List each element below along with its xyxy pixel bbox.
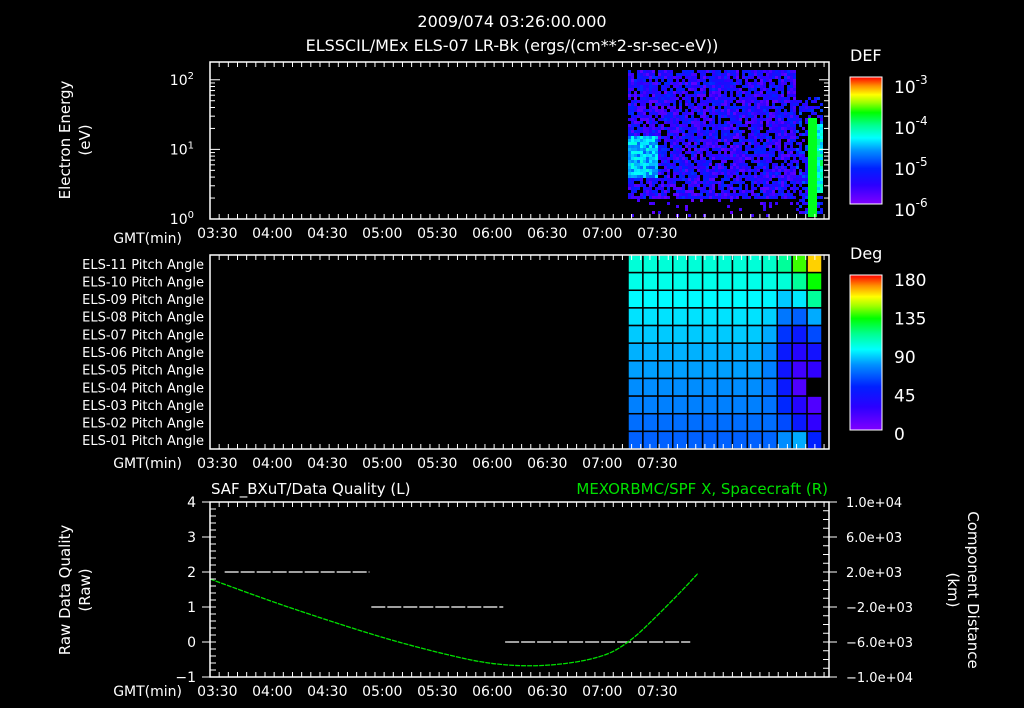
pitch-angle-row-label: ELS-01 Pitch Angle (82, 434, 204, 449)
pitch-angle-row-label: ELS-11 Pitch Angle (82, 258, 204, 273)
x-tick-label: 04:00 (252, 684, 292, 700)
pitch-angle-row-label: ELS-08 Pitch Angle (82, 311, 204, 326)
x-tick-label: 05:00 (362, 684, 402, 700)
svg-text:6.0e+03: 6.0e+03 (846, 531, 902, 546)
x-tick-label: 07:00 (582, 456, 622, 472)
svg-text:−1: −1 (175, 670, 196, 686)
x-tick-label: 04:00 (252, 456, 292, 472)
x-tick-label: 04:00 (252, 226, 292, 242)
pitch-angle-row-label: ELS-05 Pitch Angle (82, 364, 204, 379)
spectrogram-x-axis: 03:30 04:00 04:30 05:00 05:30 06:00 06:30 07:00… (197, 62, 825, 242)
svg-text:1.0e+04: 1.0e+04 (846, 496, 902, 511)
svg-text:2: 2 (187, 565, 196, 581)
svg-text:0: 0 (187, 635, 196, 651)
x-tick-label: 06:00 (472, 226, 512, 242)
x-tick-label: 05:30 (417, 226, 457, 242)
line-y-axis-right: 1.0e+04 6.0e+03 2.0e+03 −2.0e+03 −6.0e+03 −1.… (823, 496, 913, 686)
x-tick-label: 06:30 (527, 684, 567, 700)
x-tick-label: 05:00 (362, 226, 402, 242)
x-tick-label: 05:00 (362, 456, 402, 472)
line-ylabel-left: Raw Data Quality (56, 525, 74, 656)
x-tick-label: 07:00 (582, 226, 622, 242)
line-ylabel-right-units: (km) (944, 572, 962, 607)
quality-position-panel: SAF_BXuT/Data Quality (L) MEXORBMC/SPF X… (56, 480, 982, 700)
colorbar-deg-label: Deg (850, 244, 882, 263)
pitch-angle-row-label: ELS-09 Pitch Angle (82, 293, 204, 308)
svg-text:−2.0e+03: −2.0e+03 (846, 601, 913, 616)
pitch-angle-x-axis: 03:30 04:00 04:30 05:00 05:30 06:00 06:30 07:00… (197, 255, 825, 472)
spectrogram-ylabel: Electron Energy (56, 80, 74, 199)
x-tick-label: 03:30 (197, 456, 237, 472)
svg-text:4: 4 (187, 495, 196, 511)
x-tick-label: 07:30 (637, 456, 677, 472)
line-xlabel: GMT(min) (113, 684, 182, 700)
pitch-angle-panel: ELS-11 Pitch Angle ELS-10 Pitch Angle ELS-… (82, 244, 926, 472)
line-ylabel-right: Component Distance (964, 511, 982, 668)
colorbar-def-ticks: 10-3 10-4 10-5 10-6 (894, 73, 928, 221)
line-title-left: SAF_BXuT/Data Quality (L) (211, 480, 411, 499)
line-x-axis: 03:30 04:00 04:30 05:00 05:30 06:00 06:30 07:00… (197, 502, 825, 700)
svg-text:135: 135 (894, 310, 926, 330)
pitch-angle-row-label: ELS-07 Pitch Angle (82, 328, 204, 343)
pitch-angle-row-label: ELS-02 Pitch Angle (82, 417, 204, 432)
spectrogram-frame (209, 61, 830, 220)
svg-text:10-5: 10-5 (894, 155, 928, 180)
svg-text:100: 100 (170, 210, 194, 228)
header-subtitle: ELSSCIL/MEx ELS-07 LR-Bk (ergs/(cm**2-sr… (306, 36, 719, 55)
x-tick-label: 03:30 (197, 226, 237, 242)
x-tick-label: 07:30 (637, 226, 677, 242)
line-ylabel-left-units: (Raw) (76, 568, 94, 611)
line-series (209, 571, 699, 667)
spectrogram-xlabel: GMT(min) (113, 231, 182, 247)
x-tick-label: 05:30 (417, 684, 457, 700)
colorbar-def-label: DEF (850, 46, 882, 65)
spectrogram-ylabel-units: (eV) (76, 124, 94, 155)
svg-text:1: 1 (187, 600, 196, 616)
x-tick-label: 06:00 (472, 456, 512, 472)
x-tick-label: 07:30 (637, 684, 677, 700)
line-frame (209, 501, 830, 678)
svg-text:2.0e+03: 2.0e+03 (846, 566, 902, 581)
svg-text:180: 180 (894, 271, 926, 291)
pitch-angle-row-labels: ELS-11 Pitch Angle ELS-10 Pitch Angle ELS-… (82, 258, 204, 449)
svg-text:90: 90 (894, 348, 916, 368)
colorbar-deg-ticks: 180 135 90 45 0 (894, 271, 926, 445)
x-tick-label: 07:00 (582, 684, 622, 700)
svg-text:10-4: 10-4 (894, 114, 928, 139)
colorbar-deg (849, 274, 883, 431)
svg-text:−1.0e+04: −1.0e+04 (846, 671, 913, 686)
pitch-angle-row-label: ELS-03 Pitch Angle (82, 399, 204, 414)
colorbar-def (849, 76, 883, 205)
pitch-angle-cells (627, 254, 823, 450)
x-tick-label: 06:30 (527, 226, 567, 242)
svg-text:10-3: 10-3 (894, 73, 928, 98)
svg-text:3: 3 (187, 530, 196, 546)
pitch-angle-row-label: ELS-06 Pitch Angle (82, 346, 204, 361)
svg-text:10-6: 10-6 (894, 196, 928, 221)
svg-text:102: 102 (170, 71, 194, 89)
svg-text:0: 0 (894, 425, 905, 445)
x-tick-label: 05:30 (417, 456, 457, 472)
pitch-angle-row-label: ELS-04 Pitch Angle (82, 381, 204, 396)
line-y-axis-left: 4 3 2 1 0 −1 (175, 495, 216, 686)
x-tick-label: 04:30 (307, 226, 347, 242)
header-datetime: 2009/074 03:26:00.000 (417, 12, 606, 31)
x-tick-label: 06:30 (527, 456, 567, 472)
x-tick-label: 03:30 (197, 684, 237, 700)
pitch-angle-xlabel: GMT(min) (113, 456, 182, 472)
x-tick-label: 04:30 (307, 456, 347, 472)
pitch-angle-row-label: ELS-10 Pitch Angle (82, 275, 204, 290)
spectrogram-panel: 100 101 102 03:30 04:00 04:30 05:00 05:30 06:00… (56, 46, 928, 247)
x-tick-label: 06:00 (472, 684, 512, 700)
spectrogram-cells (628, 70, 823, 217)
svg-text:101: 101 (170, 140, 194, 158)
x-tick-label: 04:30 (307, 684, 347, 700)
spacecraft-x-curve (209, 573, 699, 667)
svg-text:45: 45 (894, 387, 916, 407)
line-title-right: MEXORBMC/SPF X, Spacecraft (R) (576, 480, 828, 498)
pitch-angle-frame (209, 254, 830, 450)
svg-text:−6.0e+03: −6.0e+03 (846, 636, 913, 651)
